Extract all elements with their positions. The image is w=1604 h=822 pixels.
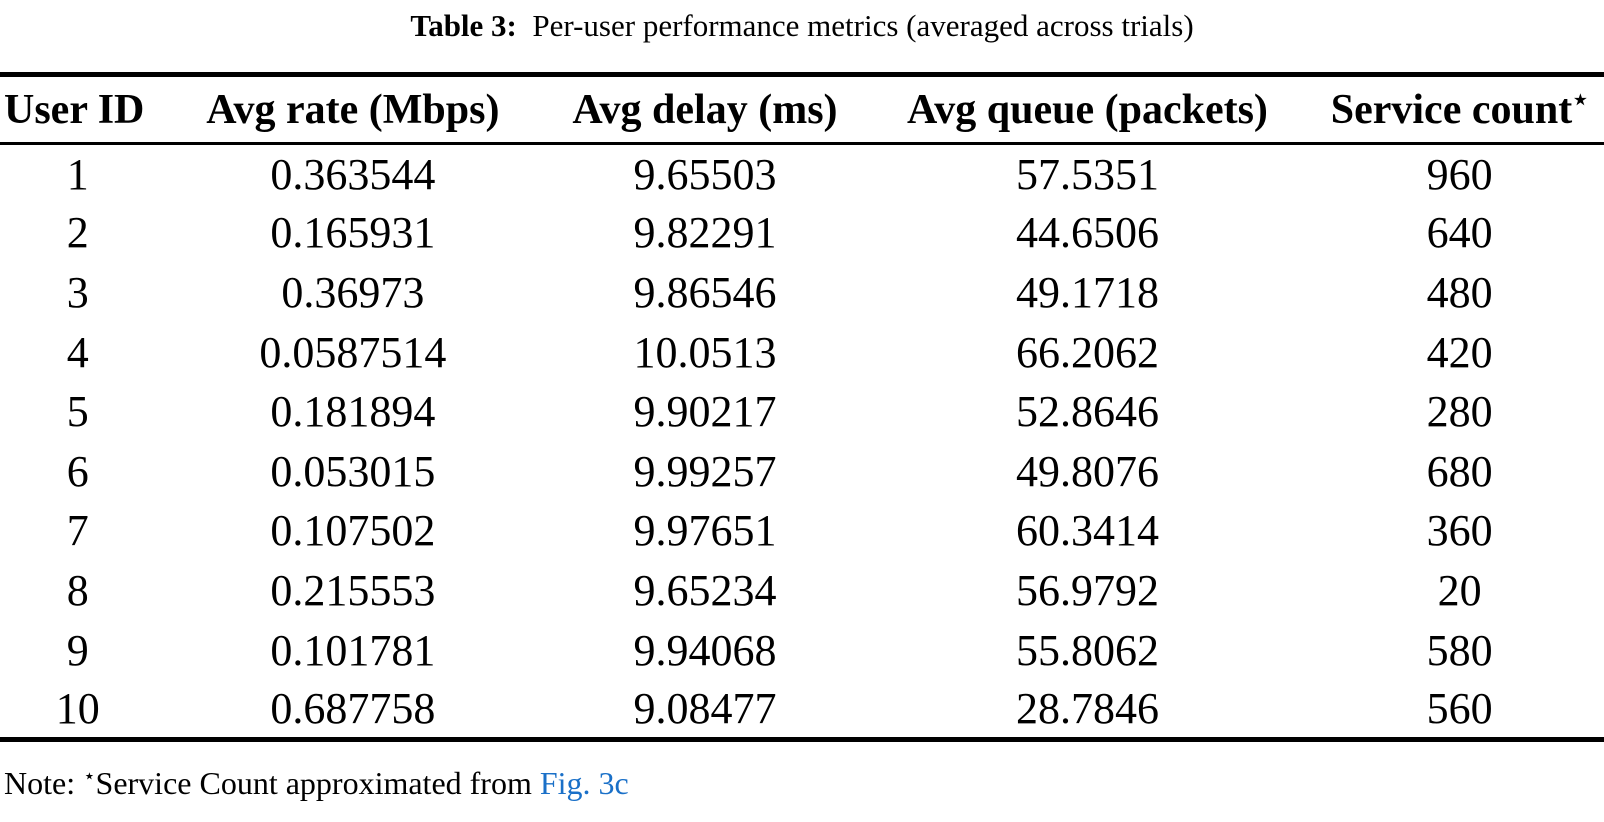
cell-user-id: 4 [66, 327, 89, 377]
cell-avg-queue: 49.1718 [1015, 267, 1159, 317]
cell-avg-delay: 9.65234 [633, 565, 777, 615]
table-row: 10 0.687758 9.08477 28.7846 560 [0, 680, 1604, 740]
header-service-count: Service count⋆ [1315, 74, 1604, 145]
cell-avg-queue: 28.7846 [1015, 683, 1159, 733]
table-row: 2 0.165931 9.82291 44.6506 640 [0, 203, 1604, 263]
table-row: 6 0.053015 9.99257 49.8076 680 [0, 441, 1604, 501]
cell-avg-rate: 0.101781 [270, 625, 436, 675]
table-footnote: Note: ⋆Service Count approximated from F… [0, 762, 1604, 804]
cell-avg-delay: 9.97651 [633, 506, 777, 556]
cell-user-id: 8 [66, 565, 89, 615]
table-row: 9 0.101781 9.94068 55.8062 580 [0, 620, 1604, 680]
cell-avg-delay: 10.0513 [633, 327, 777, 377]
cell-avg-queue: 56.9792 [1015, 565, 1159, 615]
table-row: 1 0.363544 9.65503 57.5351 960 [0, 144, 1604, 204]
cell-avg-delay: 9.94068 [633, 625, 777, 675]
table-row: 5 0.181894 9.90217 52.8646 280 [0, 382, 1604, 442]
cell-avg-rate: 0.687758 [270, 683, 436, 733]
cell-service-count: 360 [1426, 506, 1493, 556]
cell-user-id: 3 [66, 267, 89, 317]
cell-avg-queue: 55.8062 [1015, 625, 1159, 675]
cell-avg-rate: 0.36973 [281, 267, 425, 317]
footnote-text: Service Count approximated from [95, 764, 540, 801]
footnote-prefix: Note: [4, 764, 84, 801]
cell-avg-queue: 52.8646 [1015, 387, 1159, 437]
table-row: 4 0.0587514 10.0513 66.2062 420 [0, 322, 1604, 382]
cell-avg-rate: 0.0587514 [259, 327, 447, 377]
cell-user-id: 1 [66, 149, 89, 199]
cell-service-count: 420 [1426, 327, 1493, 377]
cell-service-count: 960 [1426, 149, 1493, 199]
cell-service-count: 280 [1426, 387, 1493, 437]
cell-avg-queue: 60.3414 [1015, 506, 1159, 556]
cell-service-count: 580 [1426, 625, 1493, 675]
cell-avg-rate: 0.215553 [270, 565, 436, 615]
table-row: 7 0.107502 9.97651 60.3414 360 [0, 501, 1604, 561]
cell-avg-rate: 0.181894 [270, 387, 436, 437]
performance-metrics-table: User ID Avg rate (Mbps) Avg delay (ms) A… [0, 72, 1604, 742]
table-caption-label: Table 3: [410, 8, 517, 43]
cell-user-id: 6 [66, 446, 89, 496]
header-avg-rate: Avg rate (Mbps) [155, 74, 551, 145]
cell-avg-queue: 57.5351 [1015, 149, 1159, 199]
star-marker-icon: ⋆ [1572, 84, 1589, 114]
cell-service-count: 640 [1426, 208, 1493, 258]
cell-avg-rate: 0.053015 [270, 446, 436, 496]
header-avg-delay: Avg delay (ms) [550, 74, 860, 145]
cell-user-id: 5 [66, 387, 89, 437]
cell-user-id: 2 [66, 208, 89, 258]
cell-user-id: 10 [55, 683, 100, 733]
cell-avg-delay: 9.90217 [633, 387, 777, 437]
cell-service-count: 560 [1426, 683, 1493, 733]
cell-avg-rate: 0.107502 [270, 506, 436, 556]
cell-avg-rate: 0.165931 [270, 208, 436, 258]
cell-avg-delay: 9.86546 [633, 267, 777, 317]
cell-user-id: 9 [66, 625, 89, 675]
cell-service-count: 480 [1426, 267, 1493, 317]
cell-service-count: 680 [1426, 446, 1493, 496]
cell-avg-rate: 0.363544 [270, 149, 436, 199]
cell-service-count: 20 [1437, 565, 1482, 615]
cell-avg-delay: 9.08477 [633, 683, 777, 733]
header-user-id: User ID [0, 74, 156, 145]
cell-avg-queue: 49.8076 [1015, 446, 1159, 496]
star-marker-icon: ⋆ [83, 765, 96, 788]
table-caption-text: Per-user performance metrics (averaged a… [516, 8, 1194, 43]
cell-avg-queue: 66.2062 [1015, 327, 1159, 377]
table-row: 8 0.215553 9.65234 56.9792 20 [0, 561, 1604, 621]
table-header-row: User ID Avg rate (Mbps) Avg delay (ms) A… [0, 74, 1604, 145]
header-service-count-text: Service count [1330, 86, 1573, 133]
cell-avg-delay: 9.65503 [633, 149, 777, 199]
table-row: 3 0.36973 9.86546 49.1718 480 [0, 263, 1604, 323]
figure-3c-link[interactable]: Fig. 3c [539, 764, 629, 801]
cell-avg-delay: 9.82291 [633, 208, 777, 258]
cell-avg-queue: 44.6506 [1015, 208, 1159, 258]
cell-avg-delay: 9.99257 [633, 446, 777, 496]
cell-user-id: 7 [66, 506, 89, 556]
table-caption: Table 3: Per-user performance metrics (a… [0, 0, 1604, 46]
header-avg-queue: Avg queue (packets) [859, 74, 1316, 145]
